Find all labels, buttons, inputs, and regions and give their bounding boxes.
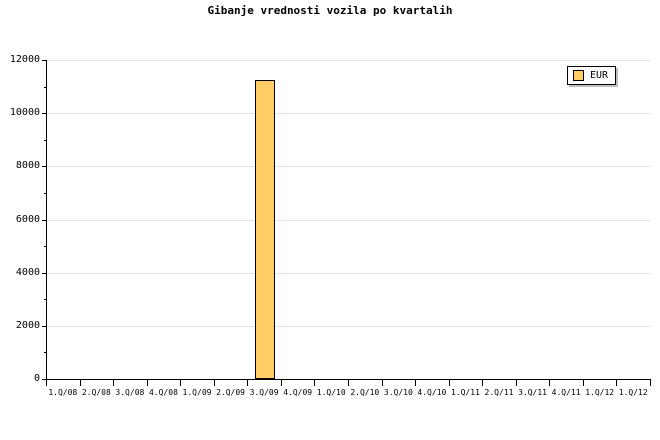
x-tick [314, 380, 315, 386]
bar[interactable] [255, 79, 276, 379]
bar-series [47, 60, 651, 379]
x-tick [449, 380, 450, 386]
x-tick [281, 380, 282, 386]
x-tick-label: 2.Q/10 [350, 388, 380, 397]
y-tick-major [42, 60, 47, 61]
x-tick [482, 380, 483, 386]
y-tick-minor [44, 352, 47, 354]
x-tick [46, 380, 47, 386]
y-axis-labels: 0 2000 4000 6000 8000 10000 12000 [0, 55, 40, 384]
legend-label-eur: EUR [590, 70, 609, 81]
y-tick-minor [44, 139, 47, 141]
y-tick-major [42, 325, 47, 327]
x-tick [650, 380, 651, 386]
y-tick-label: 6000 [15, 213, 40, 225]
x-axis-ticks [46, 380, 651, 387]
x-tick [382, 380, 383, 386]
y-tick-label: 10000 [9, 107, 40, 119]
plot-area [42, 60, 651, 380]
y-tick-label: 4000 [15, 266, 40, 278]
y-tick-major [42, 219, 47, 221]
x-tick [80, 380, 81, 386]
y-tick-label: 2000 [15, 319, 40, 331]
y-tick-major [42, 113, 47, 115]
x-tick [147, 380, 148, 386]
x-tick [549, 380, 550, 386]
y-tick-major [42, 166, 47, 168]
y-tick-label: 8000 [15, 160, 40, 172]
legend-swatch-eur [573, 70, 584, 81]
x-tick [415, 380, 416, 386]
x-tick-label: 3.Q/08 [115, 388, 145, 397]
x-tick-label: 2.Q/08 [81, 388, 111, 397]
x-tick [616, 380, 617, 386]
x-tick-label: 1.Q/11 [450, 388, 480, 397]
x-tick-label: 1.Q/12 [585, 388, 615, 397]
x-tick-label: 3.Q/10 [383, 388, 413, 397]
y-tick-minor [44, 299, 47, 301]
x-tick-label: 1.Q/08 [48, 388, 78, 397]
x-tick-label: 2.Q/09 [216, 388, 245, 397]
x-tick-label: 2.Q/11 [484, 388, 514, 397]
y-tick-label: 12000 [9, 54, 40, 65]
chart-title: Gibanje vrednosti vozila po kvartalih [207, 4, 453, 17]
y-tick-major [42, 272, 47, 274]
x-tick-label: 4.Q/10 [417, 388, 447, 397]
chart-legend[interactable]: EUR [567, 66, 617, 85]
x-tick-label: 3.Q/09 [249, 388, 279, 397]
x-tick [583, 380, 584, 386]
x-tick [348, 380, 349, 386]
x-tick-label: 1.Q/12 [618, 388, 648, 397]
x-tick-label: 4.Q/11 [551, 388, 581, 397]
x-tick-label: 1.Q/09 [182, 388, 212, 397]
x-tick-label: 1.Q/10 [316, 388, 346, 397]
y-tick-label: 0 [33, 373, 40, 384]
x-tick [247, 380, 248, 386]
x-axis-labels: 1.Q/08 2.Q/08 3.Q/08 4.Q/08 1.Q/09 2.Q/09 3.Q/… [46, 388, 650, 400]
y-tick-major [42, 379, 47, 380]
x-tick-label: 4.Q/09 [283, 388, 313, 397]
y-tick-minor [44, 246, 47, 248]
y-tick-minor [44, 192, 47, 194]
x-tick [113, 380, 114, 386]
x-tick [516, 380, 517, 386]
x-tick-label: 3.Q/11 [518, 388, 547, 397]
y-tick-minor [44, 86, 47, 88]
x-tick-label: 4.Q/08 [148, 388, 178, 397]
y-axis-ticks [42, 60, 651, 380]
x-tick [180, 380, 181, 386]
x-tick [214, 380, 215, 386]
